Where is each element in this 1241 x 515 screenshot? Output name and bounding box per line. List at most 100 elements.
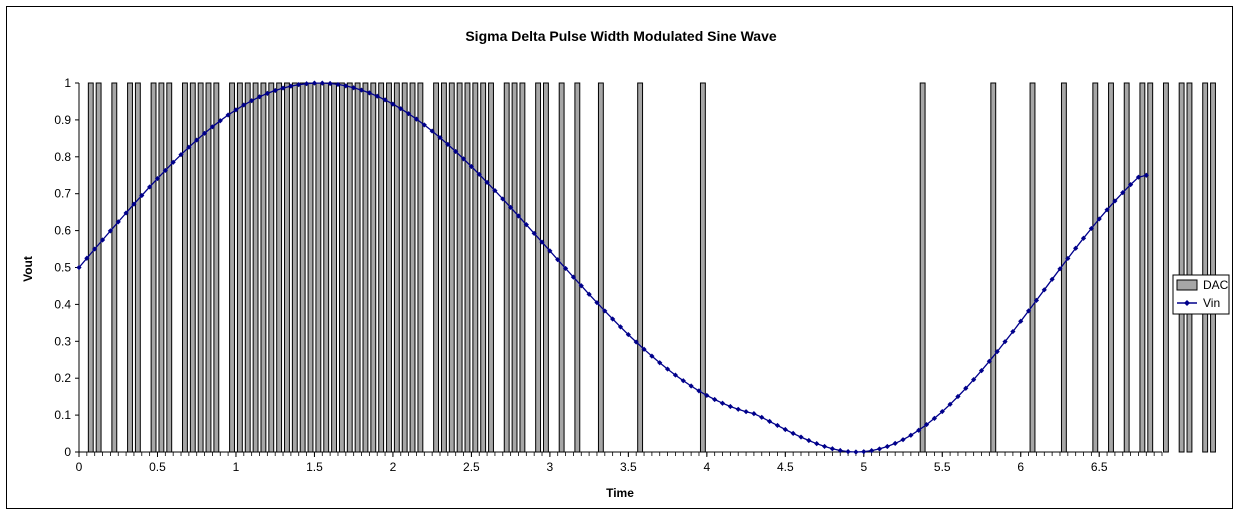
vin-point bbox=[963, 385, 969, 391]
y-tick-label: 0.2 bbox=[54, 371, 71, 385]
vin-point bbox=[194, 137, 200, 143]
vin-point bbox=[680, 378, 686, 384]
vin-point bbox=[578, 283, 584, 289]
dac-bar bbox=[519, 82, 526, 453]
vin-point bbox=[845, 448, 851, 455]
x-tick-label: 5 bbox=[860, 460, 867, 474]
vin-point bbox=[861, 449, 867, 455]
vin-point bbox=[390, 101, 396, 107]
vin-point bbox=[1049, 276, 1055, 282]
dac-bar bbox=[346, 82, 353, 453]
dac-bar bbox=[699, 82, 706, 453]
vin-point bbox=[774, 422, 781, 429]
y-tick-label: 0.7 bbox=[54, 187, 71, 201]
vin-point bbox=[994, 348, 1000, 355]
vin-point bbox=[107, 228, 113, 234]
vin-point bbox=[947, 401, 953, 407]
legend: DAC Vin bbox=[1172, 274, 1230, 315]
y-tick-label: 0.5 bbox=[54, 261, 71, 275]
vin-point bbox=[657, 360, 663, 366]
dac-bar bbox=[1029, 82, 1036, 453]
dac-bar bbox=[1139, 82, 1146, 453]
vin-point bbox=[806, 437, 812, 444]
vin-point bbox=[382, 97, 388, 103]
legend-vin-marker bbox=[1184, 300, 1190, 306]
vin-point bbox=[978, 367, 985, 374]
dac-bar bbox=[990, 82, 997, 453]
vin-point bbox=[555, 257, 561, 263]
dac-bar bbox=[205, 82, 212, 453]
vin-point bbox=[280, 85, 286, 91]
vin-point bbox=[241, 102, 247, 108]
vin-point bbox=[92, 246, 98, 252]
vin-point bbox=[162, 167, 168, 174]
x-tick-label: 6.5 bbox=[1091, 460, 1108, 474]
dac-bar bbox=[134, 82, 141, 453]
dac-bar bbox=[182, 82, 188, 453]
vin-point bbox=[908, 432, 914, 438]
vin-point bbox=[500, 196, 506, 202]
vin-point bbox=[1010, 328, 1016, 335]
dac-bar bbox=[284, 82, 290, 453]
vin-point bbox=[735, 406, 741, 412]
dac-bar bbox=[87, 82, 94, 453]
dac-bar bbox=[307, 82, 314, 453]
dac-bar bbox=[111, 82, 118, 453]
vin-point bbox=[798, 434, 804, 440]
dac-bar bbox=[919, 82, 926, 453]
vin-point bbox=[99, 237, 106, 243]
vin-point bbox=[1104, 207, 1110, 213]
y-tick-label: 1 bbox=[64, 76, 71, 90]
vin-point bbox=[1033, 297, 1040, 303]
vin-point bbox=[327, 80, 333, 87]
vin-point bbox=[476, 171, 482, 177]
vin-point bbox=[916, 427, 922, 433]
vin-point bbox=[421, 122, 427, 128]
x-tick-label: 1 bbox=[233, 460, 240, 474]
vin-point bbox=[664, 366, 671, 372]
vin-point bbox=[790, 430, 796, 436]
dac-bar bbox=[1178, 82, 1185, 453]
vin-point bbox=[406, 111, 412, 117]
dac-bar bbox=[291, 82, 298, 453]
y-tick-label: 0.4 bbox=[54, 297, 71, 311]
vin-point bbox=[696, 388, 702, 394]
plot-area: 0 0.1 0.2 0.3 0.4 0.5 0.6 0.7 0.8 0.9 1 0 0.5 1 1.5 2 2.… bbox=[54, 76, 1216, 474]
y-tick-label: 0.9 bbox=[54, 113, 71, 127]
vin-point bbox=[625, 331, 631, 338]
vin-point bbox=[288, 83, 294, 89]
vin-point bbox=[759, 414, 765, 420]
vin-point bbox=[453, 148, 459, 155]
vin-point bbox=[672, 372, 679, 378]
vin-point bbox=[492, 187, 498, 194]
dac-bar bbox=[574, 82, 581, 453]
vin-point bbox=[515, 213, 522, 219]
vin-point bbox=[1096, 216, 1102, 222]
dac-bar bbox=[197, 82, 204, 453]
vin-point bbox=[296, 82, 302, 88]
y-tick-label: 0.8 bbox=[54, 150, 71, 164]
vin-point bbox=[508, 204, 514, 210]
dac-bar bbox=[535, 82, 542, 453]
vin-point bbox=[876, 446, 883, 452]
vin-point bbox=[445, 141, 451, 147]
dac-bar bbox=[260, 82, 267, 453]
vin-point bbox=[814, 441, 820, 447]
vin-point bbox=[594, 300, 600, 306]
vin-point bbox=[782, 426, 788, 433]
vin-point bbox=[1112, 198, 1118, 204]
dac-bar bbox=[268, 82, 275, 453]
chart-title: Sigma Delta Pulse Width Modulated Sine W… bbox=[465, 28, 777, 44]
dac-bar bbox=[150, 82, 157, 453]
vin-point bbox=[178, 152, 184, 158]
vin-point bbox=[923, 421, 930, 428]
dac-bar bbox=[331, 82, 337, 453]
vin-point bbox=[303, 81, 310, 87]
dac-bar bbox=[440, 82, 447, 453]
vin-point bbox=[319, 80, 325, 86]
dac-bar bbox=[386, 82, 392, 453]
dac-bar bbox=[166, 82, 173, 453]
vin-point bbox=[131, 201, 137, 207]
dac-bar bbox=[1092, 82, 1099, 453]
vin-point bbox=[649, 353, 655, 359]
